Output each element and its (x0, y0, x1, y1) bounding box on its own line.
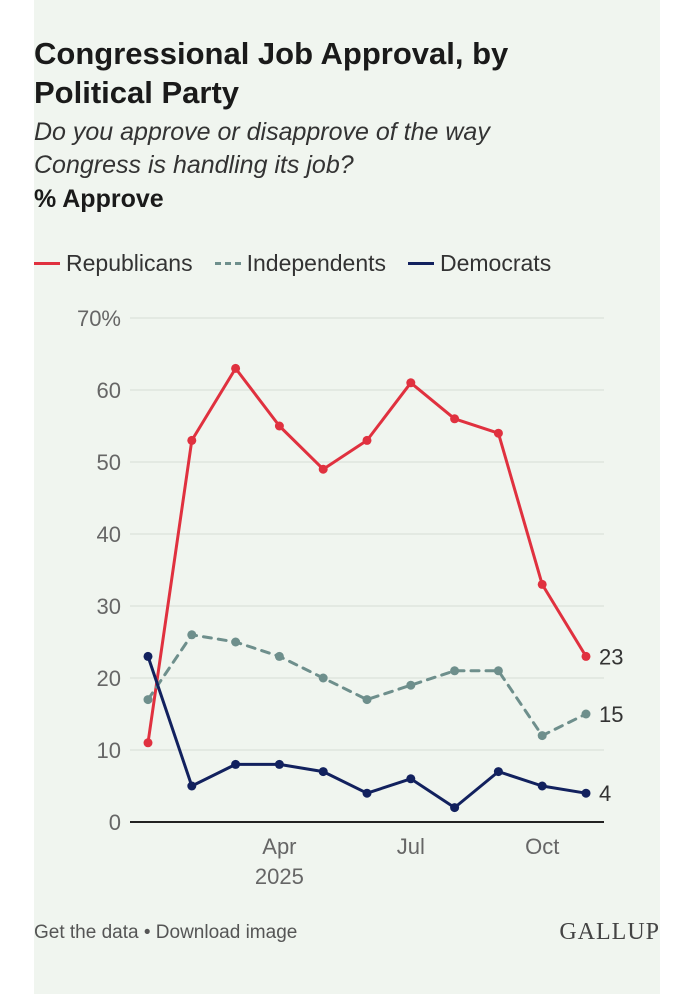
x-axis-labels: Apr 2025 Jul Oct (255, 834, 559, 889)
data-point-democrats (537, 781, 547, 791)
data-point-democrats (493, 767, 503, 777)
x-tick-label: Jul (397, 834, 425, 859)
legend-swatch-democrats (408, 261, 434, 265)
y-tick-label: 10 (97, 738, 121, 763)
data-point-independents (406, 680, 416, 690)
data-point-independents (318, 673, 328, 683)
data-point-independents (493, 666, 503, 676)
measure-label: % Approve (34, 185, 164, 213)
series-line-democrats (146, 654, 588, 810)
chart-legend: Republicans Independents Democrats (34, 248, 573, 278)
chart-title: Congressional Job Approval, by Political… (34, 36, 509, 110)
data-point-democrats (187, 781, 197, 791)
data-point-democrats (231, 759, 241, 769)
data-point-democrats (143, 651, 153, 661)
data-point-independents (143, 695, 153, 705)
chart-subtitle: Do you approve or disapprove of the way … (34, 118, 490, 179)
footer-separator: • (143, 922, 151, 943)
data-point-independents (537, 731, 547, 741)
y-tick-label: 30 (97, 594, 121, 619)
end-label-independents: 15 (599, 702, 623, 727)
grid-lines (130, 317, 604, 823)
y-tick-label: 40 (97, 522, 121, 547)
data-point-democrats (274, 759, 284, 769)
gallup-logo: GALLUP (559, 919, 660, 945)
data-point-independents (581, 709, 591, 719)
data-point-democrats (318, 767, 328, 777)
legend-label-democrats: Democrats (440, 249, 552, 276)
data-point-republicans (187, 435, 197, 445)
data-point-republicans (231, 363, 241, 373)
y-tick-label: 70% (77, 306, 121, 331)
data-point-democrats (362, 788, 372, 798)
series-line-independents (146, 633, 588, 738)
data-point-democrats (581, 788, 591, 798)
y-tick-label: 60 (97, 378, 121, 403)
legend-item-independents: Independents (214, 249, 386, 277)
data-point-republicans (581, 651, 591, 661)
y-axis-labels: 0 10 20 30 40 50 60 70% (77, 306, 121, 835)
legend-label-independents: Independents (246, 249, 386, 276)
download-image-link[interactable]: Download image (155, 922, 298, 943)
data-point-independents (450, 666, 460, 676)
data-point-independents (362, 695, 372, 705)
legend-label-republicans: Republicans (66, 249, 193, 276)
end-label-republicans: 23 (599, 644, 623, 669)
data-point-republicans (406, 378, 416, 388)
data-point-democrats (406, 774, 416, 784)
legend-swatch-independents (214, 261, 241, 265)
x-tick-label: Apr (262, 834, 296, 859)
data-point-independents (274, 651, 284, 661)
line-chart: 0 10 20 30 40 50 60 70% Apr 2025 Jul Oct 23 15 4 (77, 306, 624, 889)
legend-item-republicans: Republicans (34, 250, 193, 277)
y-tick-label: 20 (97, 666, 121, 691)
data-point-republicans (450, 414, 460, 424)
x-tick-label: Oct (525, 834, 559, 859)
legend-item-democrats: Democrats (408, 250, 551, 277)
y-tick-label: 0 (109, 810, 121, 835)
end-label-democrats: 4 (599, 781, 611, 806)
series-lines (143, 363, 591, 813)
data-point-republicans (274, 421, 284, 431)
data-point-democrats (450, 803, 460, 813)
data-point-republicans (493, 428, 503, 438)
series-line-republicans (146, 366, 588, 745)
data-point-republicans (362, 435, 372, 445)
y-tick-label: 50 (97, 450, 121, 475)
data-point-republicans (537, 579, 547, 589)
get-data-link[interactable]: Get the data (34, 922, 139, 943)
end-labels: 23 15 4 (599, 644, 623, 806)
footer-links: Get the data • Download image (34, 922, 297, 944)
data-point-independents (187, 630, 197, 640)
data-point-republicans (143, 738, 153, 748)
data-point-republicans (318, 464, 328, 474)
data-point-independents (231, 637, 241, 647)
chart-card (34, 0, 660, 994)
x-tick-sublabel: 2025 (255, 864, 304, 889)
legend-swatch-republicans (34, 261, 60, 265)
